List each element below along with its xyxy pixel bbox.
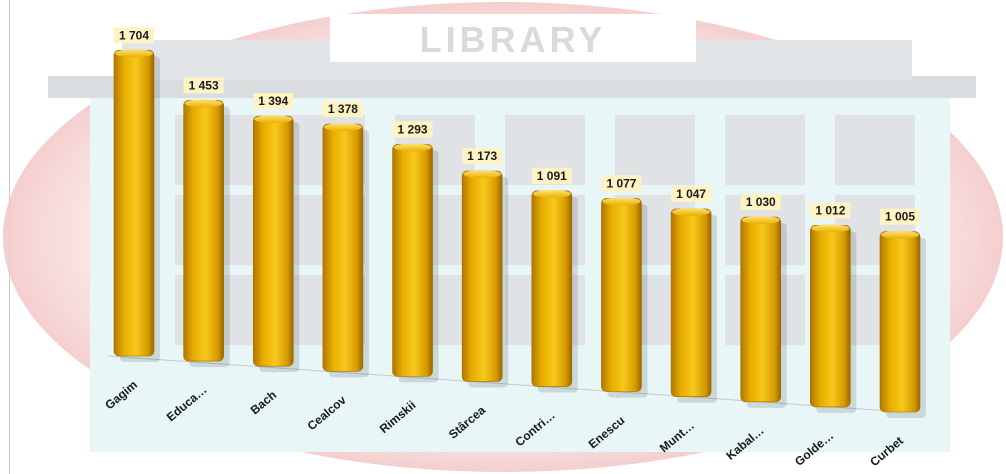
bar-kabal — [740, 216, 787, 408]
bar-body — [601, 198, 642, 392]
bar-body — [531, 190, 573, 387]
data-label-text: 1 005 — [885, 210, 915, 224]
bar-body — [740, 216, 782, 403]
data-label: 1 077 — [601, 175, 642, 192]
bar-contri — [531, 189, 578, 393]
data-label: 1 012 — [810, 202, 851, 219]
bar-curbet — [879, 230, 926, 418]
data-label-bg — [601, 175, 642, 192]
data-label: 1 173 — [462, 148, 503, 165]
bars-group — [113, 49, 926, 418]
bar-cap — [741, 216, 780, 225]
bar-body — [810, 225, 851, 408]
data-label-text: 1 030 — [746, 195, 776, 209]
bar-enescu — [601, 197, 648, 398]
bar-cealcov — [322, 123, 369, 378]
bar-cap — [672, 207, 711, 216]
bar-body — [322, 123, 364, 372]
data-label-text: 1 173 — [467, 149, 497, 163]
bar-strcea — [461, 170, 509, 388]
bar-body — [670, 208, 712, 398]
data-label-text: 1 047 — [676, 187, 706, 201]
bar-cap — [532, 189, 571, 198]
bar-cap — [811, 224, 850, 233]
bar-cap — [254, 115, 293, 124]
data-label-bg — [183, 77, 224, 94]
bar-body — [183, 100, 224, 362]
data-label-text: 1 704 — [119, 28, 149, 42]
chart-floor — [107, 355, 906, 413]
data-label: 1 704 — [114, 27, 154, 44]
bar-body — [461, 170, 503, 382]
data-label: 1 394 — [253, 93, 294, 110]
data-label-bg — [462, 148, 503, 165]
sign-board — [330, 14, 696, 62]
data-label-text: 1 077 — [606, 176, 636, 190]
data-label-text: 1 012 — [815, 203, 845, 217]
data-label-bg — [671, 185, 712, 202]
data-label: 1 047 — [671, 185, 712, 202]
bar-body — [392, 144, 433, 377]
window — [725, 115, 805, 185]
data-label-bg — [392, 121, 433, 138]
value-labels-group: 1 704 1 453 1 394 1 378 1 293 1 173 1 091 1 077… — [114, 27, 920, 225]
data-label-text: 1 293 — [398, 122, 428, 136]
bar-cap — [115, 49, 153, 58]
data-label: 1 293 — [392, 121, 433, 138]
data-label-bg — [253, 93, 294, 110]
data-label: 1 005 — [880, 208, 920, 225]
data-label-bg — [322, 101, 363, 118]
bar-bach — [252, 115, 300, 373]
data-label-text: 1 091 — [537, 169, 567, 183]
sign-text: LIBRARY — [420, 19, 607, 60]
bar-body — [252, 115, 294, 367]
bar-cap — [184, 99, 223, 108]
bar-cap — [602, 197, 641, 206]
data-label: 1 453 — [183, 77, 224, 94]
bar-cap — [323, 123, 362, 132]
window — [835, 115, 915, 185]
bar-gagim — [113, 49, 160, 362]
data-label-bg — [810, 202, 851, 219]
data-label-text: 1 378 — [328, 102, 358, 116]
bar-body — [879, 231, 921, 413]
building-cornice — [48, 76, 976, 98]
bar-educa — [183, 99, 230, 368]
bar-cap — [881, 230, 919, 239]
data-label-bg — [740, 194, 781, 211]
bar-rimskii — [392, 143, 439, 383]
bar-body — [113, 50, 155, 357]
bar-cap — [393, 143, 432, 152]
data-label: 1 030 — [740, 194, 781, 211]
data-label: 1 378 — [322, 101, 363, 118]
data-label-bg — [880, 208, 920, 225]
data-label-bg — [114, 27, 154, 44]
bar-golde — [810, 224, 857, 413]
data-label-bg — [531, 167, 572, 184]
data-label-text: 1 453 — [189, 78, 219, 92]
window — [615, 115, 695, 185]
bar-cap — [463, 170, 502, 179]
data-label: 1 091 — [531, 167, 572, 184]
bar-munt — [670, 207, 718, 403]
data-label-text: 1 394 — [258, 94, 288, 108]
